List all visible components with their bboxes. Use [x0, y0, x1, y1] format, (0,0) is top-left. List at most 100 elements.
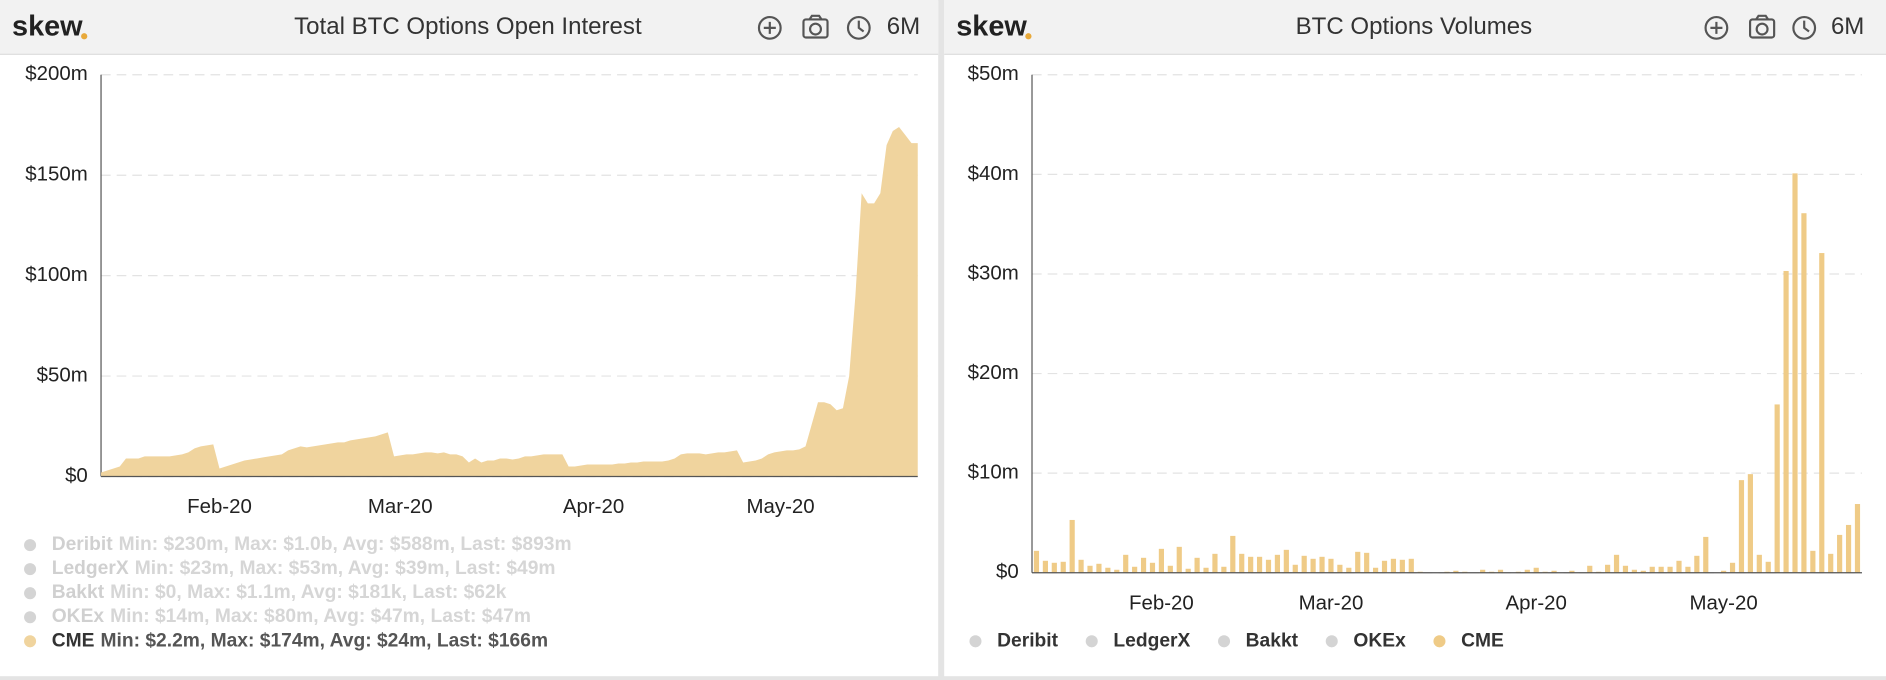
- bar: [1613, 554, 1620, 573]
- panel-body: [944, 0, 1886, 677]
- legend-marker: [1218, 635, 1231, 648]
- bar: [1640, 570, 1646, 573]
- x-tick-label: Mar-20: [368, 495, 433, 518]
- bar: [1783, 270, 1789, 573]
- legend-entry[interactable]: LedgerX: [1113, 630, 1190, 651]
- bar: [1480, 569, 1486, 573]
- bar: [1096, 563, 1102, 573]
- legend-marker: [24, 635, 37, 648]
- bar: [1721, 570, 1727, 573]
- clock-icon[interactable]: [846, 15, 871, 40]
- bar: [1069, 519, 1075, 573]
- bar: [1453, 570, 1459, 573]
- bar: [1854, 504, 1861, 573]
- bar: [1283, 549, 1289, 573]
- bar: [1158, 548, 1164, 573]
- y-tick-label: $20m: [968, 361, 1019, 384]
- panel-body: [0, 0, 939, 677]
- bar: [1132, 566, 1138, 573]
- bar: [1167, 565, 1173, 573]
- range-button[interactable]: 6M: [1831, 13, 1864, 40]
- bar: [1801, 213, 1807, 573]
- legend-entry[interactable]: CME Min: $2.2m, Max: $174m, Avg: $24m, La…: [52, 630, 548, 651]
- legend-marker: [24, 563, 37, 576]
- add-icon[interactable]: [1704, 15, 1729, 40]
- bar: [1149, 562, 1156, 573]
- y-tick-label: $0: [996, 560, 1019, 583]
- legend-marker: [24, 587, 37, 600]
- bar: [1256, 556, 1263, 573]
- bar: [1060, 561, 1066, 573]
- bar: [1033, 550, 1040, 573]
- legend-name: CME: [52, 630, 95, 651]
- legend-entry[interactable]: Deribit: [997, 630, 1059, 651]
- y-tick-label: $200m: [25, 62, 88, 85]
- bar: [1828, 553, 1834, 573]
- camera-icon[interactable]: [802, 14, 829, 39]
- bar: [1390, 558, 1397, 573]
- bar: [1274, 554, 1281, 573]
- bar: [1381, 560, 1388, 573]
- range-button[interactable]: 6M: [887, 13, 920, 40]
- bar: [1747, 474, 1753, 573]
- bar: [1738, 480, 1745, 573]
- x-tick-label: Mar-20: [1299, 591, 1364, 614]
- bar: [1676, 560, 1682, 573]
- x-tick-label: Apr-20: [1506, 591, 1567, 614]
- bar: [1078, 559, 1084, 573]
- y-tick-label: $100m: [25, 263, 88, 286]
- bar: [1328, 558, 1334, 573]
- bar: [1123, 554, 1129, 573]
- add-icon[interactable]: [757, 15, 782, 40]
- brand: skew: [956, 10, 1027, 42]
- bar: [1292, 564, 1298, 573]
- bar: [1337, 564, 1343, 573]
- bar: [1203, 567, 1209, 573]
- bar: [1667, 566, 1673, 573]
- brand-dot: [1025, 33, 1032, 40]
- bar: [1248, 556, 1254, 573]
- y-tick-label: $150m: [25, 163, 88, 186]
- legend-stats: Min: $2.2m, Max: $174m, Avg: $24m, Last:…: [100, 630, 548, 651]
- legend-stats: Min: $14m, Max: $80m, Avg: $47m, Last: $…: [110, 606, 531, 627]
- legend-name: OKEx: [52, 606, 105, 627]
- bar: [1649, 566, 1655, 573]
- legend-marker: [1325, 635, 1338, 648]
- x-tick-label: Feb-20: [1129, 591, 1194, 614]
- bar: [1114, 569, 1120, 573]
- bar: [1694, 555, 1700, 573]
- legend-marker: [1433, 635, 1446, 648]
- y-tick-label: $50m: [968, 62, 1019, 85]
- bar: [1756, 554, 1762, 573]
- bar: [1729, 562, 1736, 573]
- bar: [1221, 566, 1227, 573]
- bar: [1845, 524, 1852, 573]
- legend-entry[interactable]: Bakkt Min: $0, Max: $1.1m, Avg: $181k, La…: [52, 582, 507, 603]
- bar: [1819, 253, 1825, 573]
- legend-entry[interactable]: OKEx Min: $14m, Max: $80m, Avg: $47m, Las…: [52, 606, 531, 627]
- bar: [1310, 558, 1316, 573]
- bar: [1408, 558, 1414, 573]
- legend-entry[interactable]: OKEx: [1353, 630, 1406, 651]
- legend-marker: [1085, 635, 1098, 648]
- bar: [1533, 567, 1539, 573]
- x-tick-label: May-20: [1690, 591, 1758, 614]
- legend-entry[interactable]: Deribit Min: $230m, Max: $1.0b, Avg: $588…: [52, 534, 572, 555]
- legend-entry[interactable]: LedgerX Min: $23m, Max: $53m, Avg: $39m, …: [52, 558, 556, 579]
- legend-entry[interactable]: Bakkt: [1246, 630, 1299, 651]
- bar: [1176, 546, 1182, 573]
- bar: [1685, 566, 1691, 573]
- x-tick-label: Apr-20: [563, 495, 624, 518]
- clock-icon[interactable]: [1792, 15, 1817, 40]
- bar: [1551, 570, 1557, 573]
- legend-stats: Min: $0, Max: $1.1m, Avg: $181k, Last: $…: [110, 582, 507, 603]
- y-tick-label: $50m: [37, 363, 88, 386]
- legend-entry[interactable]: CME: [1461, 630, 1504, 651]
- bar: [1837, 534, 1843, 573]
- y-tick-label: $30m: [968, 261, 1019, 284]
- legend-marker: [24, 539, 37, 552]
- bar: [1051, 562, 1057, 573]
- camera-icon[interactable]: [1749, 14, 1776, 39]
